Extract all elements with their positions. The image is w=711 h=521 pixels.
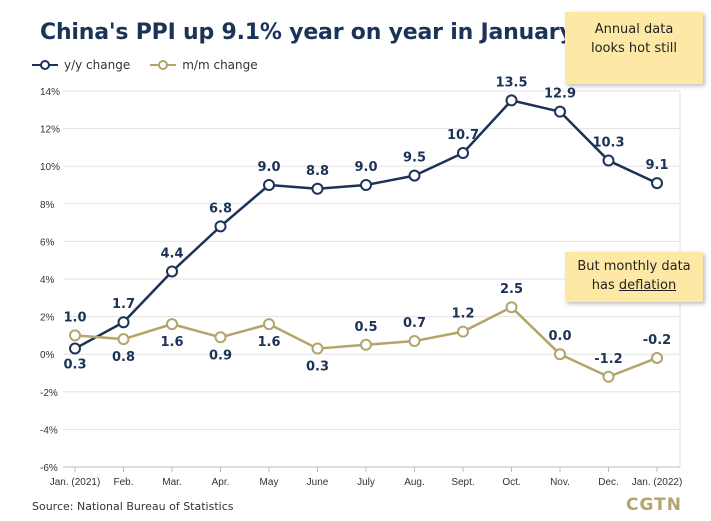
y-tick-label: 2%	[40, 313, 55, 324]
data-label: 1.6	[160, 335, 183, 350]
data-point	[214, 331, 227, 344]
y-tick-label: 8%	[40, 200, 55, 211]
data-label: 0.0	[548, 329, 571, 344]
y-tick-label: -6%	[40, 463, 58, 474]
data-label: 10.7	[447, 128, 479, 143]
data-point	[69, 329, 81, 342]
data-point	[602, 154, 615, 167]
data-point	[69, 342, 81, 355]
x-tick-label: July	[357, 477, 375, 488]
data-label: 0.3	[63, 358, 86, 373]
data-point	[117, 316, 130, 329]
data-label: 0.7	[403, 316, 426, 331]
x-tick-label: Feb.	[113, 477, 133, 488]
data-point	[263, 179, 275, 191]
data-label: 6.8	[209, 201, 232, 216]
x-tick-label: Jan. (2021)	[50, 477, 101, 488]
chart-title: China's PPI up 9.1% year on year in Janu…	[40, 20, 574, 45]
annotation-note-bottom: But monthly data has deflation	[565, 252, 703, 302]
data-label: 9.0	[257, 160, 280, 175]
data-point	[554, 105, 566, 118]
data-label: 0.8	[112, 350, 135, 365]
data-point	[166, 265, 178, 278]
data-point	[457, 147, 469, 160]
x-tick-label: Apr.	[212, 477, 230, 488]
y-tick-label: 4%	[40, 275, 55, 286]
series-line-yy	[74, 99, 658, 350]
data-label: 0.3	[306, 360, 329, 375]
x-tick-label: Nov.	[550, 477, 570, 488]
y-tick-label: -4%	[40, 425, 58, 436]
note-bottom-line1: But monthly data	[577, 259, 691, 274]
y-tick-label: -2%	[40, 388, 58, 399]
y-tick-label: 14%	[40, 87, 60, 98]
data-label: -1.2	[594, 352, 622, 367]
legend-item-mm: m/m change	[150, 58, 258, 72]
data-point	[651, 177, 663, 190]
legend-marker-mm	[150, 60, 177, 70]
data-label: -0.2	[643, 333, 671, 348]
x-tick-label: Jan. (2022)	[632, 477, 683, 488]
data-label: 10.3	[592, 136, 624, 151]
y-tick-label: 6%	[40, 237, 55, 248]
data-point	[602, 370, 615, 383]
y-tick-label: 12%	[40, 125, 60, 136]
legend: y/y change m/m change	[32, 58, 258, 72]
data-label: 1.2	[451, 307, 474, 322]
data-point	[505, 301, 518, 314]
cgtn-logo: CGTN	[626, 495, 682, 515]
data-point	[166, 318, 178, 331]
legend-label-mm: m/m change	[182, 58, 258, 72]
data-point	[360, 338, 372, 351]
legend-marker-yy	[32, 60, 58, 70]
note-top-line1: Annual data	[594, 22, 674, 37]
data-label: 4.4	[160, 246, 183, 261]
data-point	[408, 169, 421, 182]
x-tick-label: Sept.	[451, 477, 474, 488]
legend-label-yy: y/y change	[64, 58, 131, 72]
x-tick-label: Dec.	[598, 477, 619, 488]
data-point	[311, 182, 324, 195]
data-label: 0.9	[209, 348, 232, 363]
data-point	[651, 351, 663, 364]
source-text: Source: National Bureau of Statistics	[32, 500, 234, 513]
x-tick-label: June	[307, 477, 329, 488]
note-bottom-prefix: has	[591, 278, 619, 293]
data-label: 2.5	[500, 282, 523, 297]
data-label: 12.9	[544, 87, 576, 102]
data-label: 1.6	[257, 335, 280, 350]
x-tick-label: Aug.	[404, 477, 425, 488]
data-point	[457, 325, 469, 338]
data-label: 13.5	[495, 75, 527, 90]
data-point	[554, 348, 566, 361]
data-point	[360, 179, 372, 191]
data-point	[408, 335, 421, 348]
data-point	[263, 318, 275, 331]
x-tick-label: May	[260, 477, 279, 488]
legend-item-yy: y/y change	[32, 58, 130, 72]
data-label: 9.5	[403, 151, 426, 166]
data-point	[117, 333, 130, 346]
y-tick-label: 0%	[40, 350, 55, 361]
x-tick-label: Mar.	[162, 477, 181, 488]
note-bottom-underlined: deflation	[618, 278, 677, 293]
y-tick-label: 10%	[40, 162, 60, 173]
note-bottom-line2: has deflation	[565, 276, 703, 295]
data-label: 9.1	[645, 158, 668, 173]
data-point	[505, 94, 518, 107]
data-point	[214, 220, 227, 233]
x-tick-label: Oct.	[502, 477, 520, 488]
data-label: 8.8	[306, 164, 329, 179]
data-label: 9.0	[354, 160, 377, 175]
note-top-line2: looks hot still	[590, 41, 678, 56]
data-label: 1.0	[63, 310, 86, 325]
data-label: 1.7	[112, 297, 135, 312]
data-label: 0.5	[354, 320, 377, 335]
data-point	[311, 342, 324, 355]
annotation-note-top: Annual data looks hot still	[565, 12, 703, 84]
